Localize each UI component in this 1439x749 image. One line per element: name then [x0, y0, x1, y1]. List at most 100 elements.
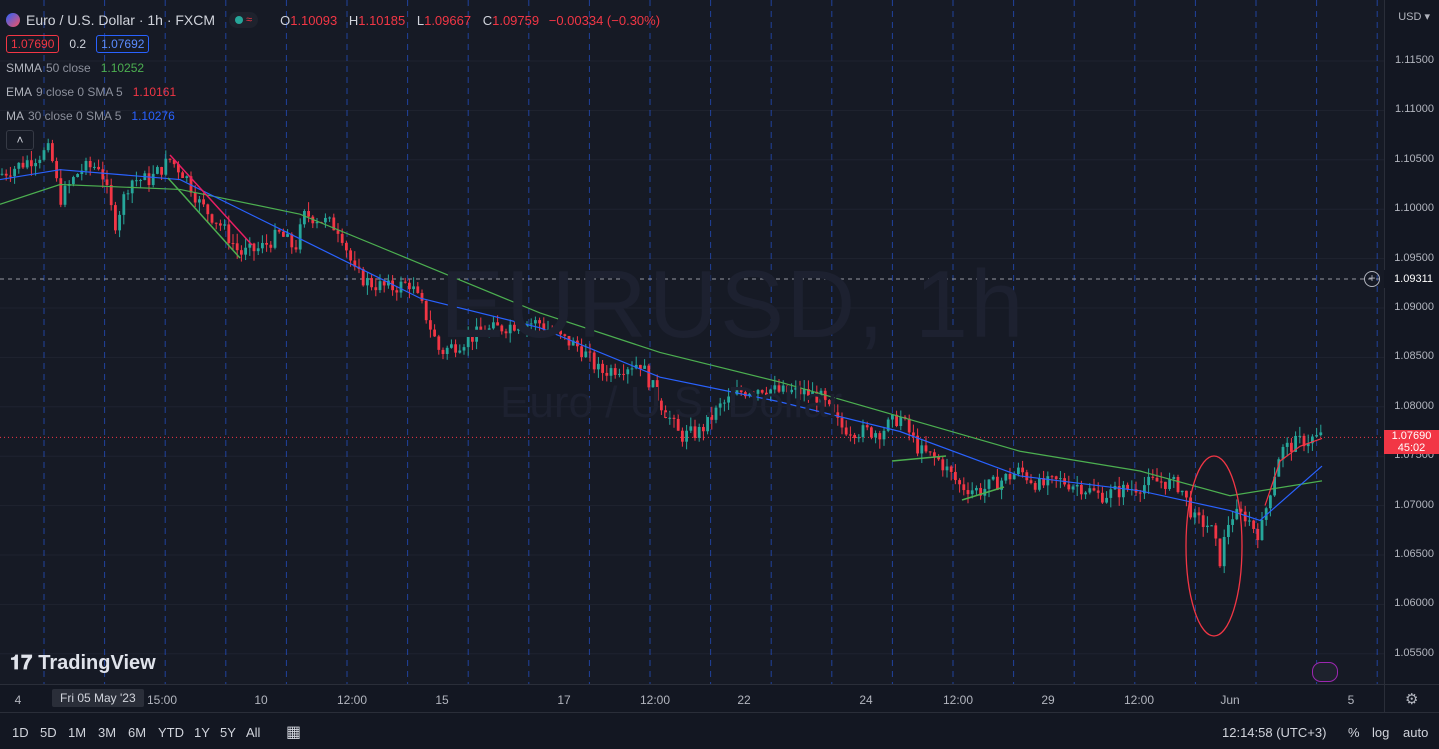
symbol-title[interactable]: Euro / U.S. Dollar · 1h · FXCM	[26, 12, 216, 28]
price-tick-label: 1.07000	[1394, 498, 1434, 511]
chart-settings-button[interactable]: ⚙	[1384, 684, 1439, 713]
range-button-ytd[interactable]: YTD	[158, 725, 184, 740]
chart-pane[interactable]: EURUSD, 1h Euro / U.S. Dollar Euro / U.S…	[0, 0, 1384, 684]
candle-body	[639, 364, 642, 369]
candle-body	[147, 173, 151, 186]
candle-body	[1243, 511, 1247, 522]
candle-body	[462, 347, 466, 351]
candle-body	[1138, 492, 1142, 494]
price-axis[interactable]: USD ▾ 1.11500 1.11000 1.10500 1.10000 1.0950…	[1384, 0, 1439, 684]
candle-body	[588, 351, 592, 353]
candle-body	[1231, 519, 1234, 525]
time-tick-label: 29	[1041, 693, 1055, 707]
bid-ask-row: 1.07690 0.2 1.07692	[6, 32, 660, 56]
candle-body	[13, 168, 16, 177]
buy-price-button[interactable]: 1.07692	[96, 35, 150, 53]
candle-body	[769, 389, 772, 396]
candle-body	[681, 430, 684, 442]
candle-body	[731, 394, 735, 397]
range-button-1m[interactable]: 1M	[68, 725, 87, 740]
time-tick-label: 5	[1347, 693, 1355, 707]
wave-icon: ≈	[246, 14, 253, 26]
range-button-5y[interactable]: 5Y	[220, 725, 236, 740]
candle-body	[38, 159, 42, 164]
price-tick-label: 1.09500	[1394, 251, 1434, 264]
candle-body	[857, 437, 861, 439]
candle-body	[1168, 479, 1171, 489]
market-status[interactable]: ≈	[229, 12, 259, 28]
range-button-1d[interactable]: 1D	[12, 725, 29, 740]
percent-scale-toggle[interactable]: %	[1348, 725, 1360, 740]
candle-body	[765, 392, 768, 396]
candle-body	[307, 210, 310, 217]
change-value: −0.00334 (−0.30%)	[548, 12, 661, 28]
candle-body	[513, 324, 516, 331]
candle-body	[475, 326, 478, 342]
candle-body	[987, 479, 991, 489]
candle-body	[634, 364, 638, 369]
sell-price-button[interactable]: 1.07690	[6, 35, 60, 53]
candle-body	[941, 459, 945, 471]
candle-body	[290, 234, 294, 248]
candle-body	[1306, 443, 1310, 447]
candle-body	[895, 414, 898, 427]
indicator-ema[interactable]: EMA 9 close 0 SMA 5 1.10161	[6, 85, 177, 99]
calendar-goto-icon[interactable]: ▦	[286, 724, 302, 741]
candle-body	[794, 387, 798, 390]
range-button-3m[interactable]: 3M	[98, 725, 117, 740]
candle-body	[571, 340, 575, 346]
candle-body	[542, 323, 546, 330]
chevron-up-icon: ˄	[16, 133, 24, 147]
price-tick-label: 1.09000	[1394, 301, 1434, 313]
candle-body	[122, 194, 126, 215]
close-value: 1.09759	[492, 12, 540, 28]
add-alert-plus-icon[interactable]: +	[1364, 271, 1380, 287]
candle-body	[206, 204, 210, 215]
candle-body	[277, 229, 281, 232]
candle-body	[622, 373, 625, 375]
candle-body	[954, 471, 957, 481]
chart-canvas[interactable]	[0, 0, 1384, 684]
candle-body	[819, 390, 823, 403]
range-button-1y[interactable]: 1Y	[194, 725, 210, 740]
clock-display[interactable]: 12:14:58 (UTC+3)	[1222, 725, 1327, 740]
flag-badge-icon[interactable]	[1312, 662, 1338, 682]
candle-body	[685, 430, 688, 442]
candle-body	[34, 163, 37, 167]
candle-body	[534, 320, 537, 324]
candle-body	[1017, 467, 1020, 475]
candle-body	[664, 410, 667, 418]
candle-body	[219, 223, 222, 226]
candle-body	[996, 476, 999, 490]
log-scale-toggle[interactable]: log	[1372, 725, 1390, 740]
candle-body	[151, 173, 155, 186]
range-button-all[interactable]: All	[246, 725, 261, 740]
candle-body	[559, 330, 562, 335]
candle-body	[1084, 492, 1087, 495]
candle-body	[853, 434, 856, 439]
candle-body	[160, 167, 163, 175]
range-button-5d[interactable]: 5D	[40, 725, 57, 740]
candle-body	[781, 385, 785, 392]
candle-body	[647, 365, 651, 388]
candle-body	[1176, 476, 1180, 493]
collapse-legend-button[interactable]: ˄	[6, 130, 34, 150]
candle-body	[479, 326, 483, 332]
tradingview-logo: 𝟏𝟕 TradingView	[10, 652, 156, 674]
time-tick-label: 12:00	[639, 693, 671, 707]
candle-body	[399, 281, 403, 293]
auto-scale-toggle[interactable]: auto	[1403, 725, 1429, 740]
indicator-smma[interactable]: SMMA 50 close 1.10252	[6, 61, 145, 75]
candle-body	[546, 329, 550, 331]
gear-icon: ⚙	[1405, 691, 1419, 708]
candle-body	[1029, 480, 1033, 484]
candle-body	[849, 434, 852, 436]
indicator-ma[interactable]: MA 30 close 0 SMA 5 1.10276	[6, 109, 175, 123]
candle-body	[802, 389, 806, 395]
candle-body	[924, 445, 928, 452]
candle-body	[248, 243, 252, 248]
candle-body	[933, 452, 936, 458]
time-axis[interactable]: 4 Fri 05 May '23 15:00 10 12:00 15 17 12:00 22 24…	[0, 684, 1384, 713]
range-button-6m[interactable]: 6M	[128, 725, 147, 740]
currency-select[interactable]: USD ▾	[1398, 11, 1430, 23]
